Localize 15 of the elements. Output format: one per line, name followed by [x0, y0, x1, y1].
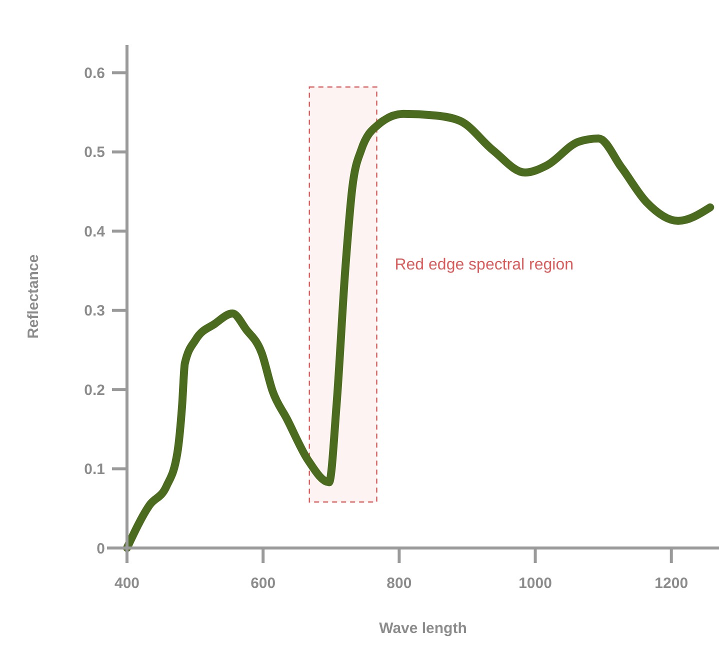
y-axis-title: Reflectance [25, 254, 42, 339]
x-tick-label: 600 [250, 575, 276, 592]
y-tick-label: 0.6 [84, 64, 105, 82]
band-label: Red edge spectral region [394, 256, 574, 274]
y-tick-label: 0 [96, 540, 105, 558]
x-tick-label: 1200 [654, 575, 688, 592]
x-axis-title: Wave length [379, 620, 467, 637]
y-tick-label: 0.2 [84, 382, 105, 399]
y-tick-label: 0.4 [84, 223, 106, 240]
x-tick-label: 800 [386, 575, 412, 592]
x-tick-label: 400 [114, 575, 140, 592]
y-tick-label: 0.1 [84, 461, 105, 478]
x-tick-label: 1000 [518, 575, 552, 592]
y-tick-label: 0.3 [84, 302, 105, 320]
y-tick-label: 0.5 [84, 144, 105, 162]
